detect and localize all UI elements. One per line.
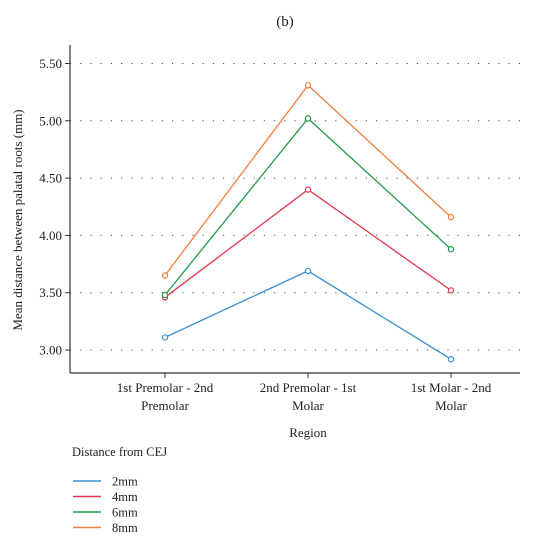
y-tick-label: 5.50: [39, 56, 62, 71]
legend-label: 6mm: [112, 506, 138, 520]
series-6mm: [161, 115, 455, 299]
y-tick-label: 4.00: [39, 228, 62, 243]
panel-label: (b): [276, 14, 294, 30]
y-axis-ticks: 3.00 3.50 4.00 4.50 5.00 5.50: [39, 56, 70, 358]
data-point: [304, 115, 312, 122]
data-point: [161, 291, 169, 299]
series-8mm: [161, 82, 455, 279]
data-point: [304, 186, 312, 193]
legend-item-8mm: 8mm: [73, 521, 138, 535]
legend-label: 8mm: [112, 521, 138, 535]
data-point: [447, 213, 455, 221]
y-tick-label: 4.50: [39, 171, 62, 186]
series-group: [161, 82, 455, 363]
x-axis-ticks: 1st Premolar - 2nd Premolar 2nd Premolar -…: [117, 373, 492, 413]
series-line: [164, 84, 452, 276]
series-line: [164, 270, 452, 360]
series-line: [164, 188, 452, 298]
x-axis-label: Region: [289, 425, 327, 440]
legend-label: 4mm: [112, 490, 138, 504]
series-2mm: [161, 267, 455, 363]
x-tick-label: Molar: [435, 398, 467, 413]
data-point: [161, 334, 169, 341]
data-point: [304, 267, 312, 275]
x-tick-label: Premolar: [141, 398, 189, 413]
y-tick-label: 3.00: [39, 343, 62, 358]
axes: [69, 45, 520, 374]
gridlines: [70, 63, 520, 351]
x-tick-label: Molar: [292, 398, 324, 413]
y-tick-label: 5.00: [39, 113, 62, 128]
x-tick-label: 1st Molar - 2nd: [411, 380, 492, 395]
legend-item-6mm: 6mm: [73, 506, 138, 520]
data-point: [447, 245, 455, 253]
data-point: [447, 287, 455, 294]
legend-item-4mm: 4mm: [73, 490, 138, 504]
legend-label: 2mm: [112, 475, 138, 489]
legend-item-2mm: 2mm: [73, 475, 138, 489]
x-tick-label: 1st Premolar - 2nd: [117, 380, 214, 395]
y-axis-label: Mean distance between palatal roots (mm): [10, 109, 25, 330]
y-tick-label: 3.50: [39, 285, 62, 300]
x-tick-label: 2nd Premolar - 1st: [260, 380, 357, 395]
legend-title: Distance from CEJ: [72, 445, 167, 459]
data-point: [304, 82, 312, 89]
data-point: [447, 356, 455, 363]
data-point: [161, 272, 169, 279]
